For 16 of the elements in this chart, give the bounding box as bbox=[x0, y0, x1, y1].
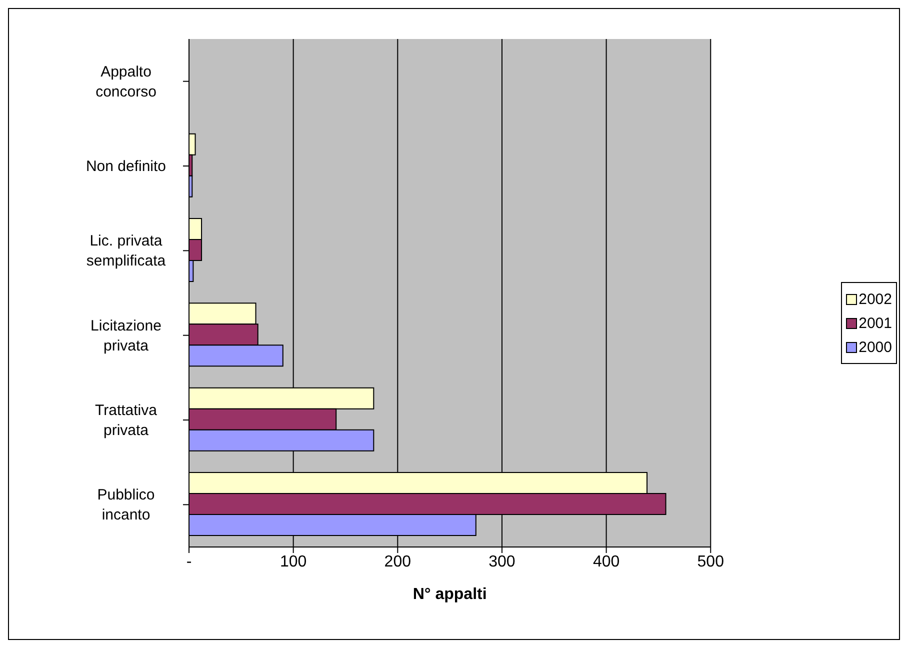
y-tick-label: Licitazione privata bbox=[90, 317, 162, 354]
x-tick-label: 400 bbox=[592, 553, 620, 570]
y-tick-label: Trattativa privata bbox=[95, 402, 158, 439]
legend-label: 2000 bbox=[858, 338, 892, 356]
y-tick-label: Pubblico incanto bbox=[97, 486, 155, 524]
y-tick-label: Appalto concorso bbox=[96, 63, 156, 100]
x-tick-label: 500 bbox=[697, 553, 724, 570]
legend-label: 2002 bbox=[858, 290, 892, 308]
x-tick-label: 100 bbox=[280, 553, 307, 570]
x-tick-label: - bbox=[186, 553, 192, 570]
legend-label: 2001 bbox=[858, 314, 892, 332]
y-tick-label: Non definito bbox=[86, 158, 166, 175]
x-tick-label: 200 bbox=[384, 553, 412, 570]
x-tick-label: 300 bbox=[488, 553, 516, 570]
x-axis-title: N° appalti bbox=[412, 586, 487, 603]
y-tick-label: Lic. privata semplificata bbox=[86, 232, 166, 270]
